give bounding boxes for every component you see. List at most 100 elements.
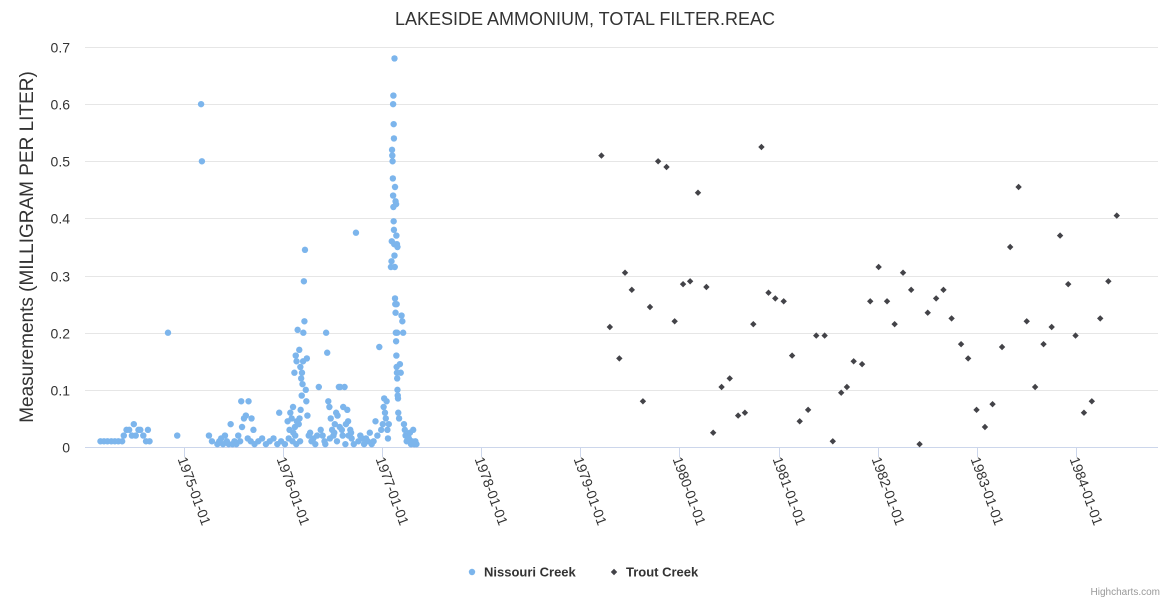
data-point[interactable] bbox=[198, 158, 206, 165]
data-point[interactable] bbox=[1072, 332, 1079, 339]
data-point[interactable] bbox=[146, 438, 153, 445]
data-point[interactable] bbox=[336, 423, 343, 431]
data-point[interactable] bbox=[734, 412, 742, 419]
data-point[interactable] bbox=[399, 318, 406, 325]
data-point[interactable] bbox=[804, 406, 812, 414]
data-point[interactable] bbox=[780, 298, 787, 305]
data-point[interactable] bbox=[300, 329, 307, 336]
data-point[interactable] bbox=[281, 440, 289, 448]
data-point[interactable] bbox=[1015, 183, 1022, 191]
data-point[interactable] bbox=[140, 432, 147, 439]
data-point[interactable] bbox=[326, 403, 333, 411]
data-point[interactable] bbox=[394, 386, 401, 394]
data-point[interactable] bbox=[298, 392, 305, 399]
data-point[interactable] bbox=[144, 426, 152, 434]
data-point[interactable] bbox=[221, 432, 229, 439]
data-point[interactable] bbox=[401, 426, 408, 434]
data-point[interactable] bbox=[205, 432, 213, 439]
data-point[interactable] bbox=[741, 409, 749, 416]
data-point[interactable] bbox=[385, 420, 392, 428]
data-point[interactable] bbox=[1113, 212, 1120, 219]
data-point[interactable] bbox=[726, 375, 733, 382]
data-point[interactable] bbox=[302, 386, 309, 394]
data-point[interactable] bbox=[289, 403, 297, 411]
data-point[interactable] bbox=[299, 358, 307, 365]
data-point[interactable] bbox=[1040, 340, 1047, 348]
data-point[interactable] bbox=[331, 420, 339, 428]
data-point[interactable] bbox=[850, 358, 857, 365]
data-point[interactable] bbox=[621, 269, 629, 276]
data-point[interactable] bbox=[639, 398, 647, 405]
data-point[interactable] bbox=[250, 426, 257, 434]
data-point[interactable] bbox=[322, 329, 330, 336]
data-point[interactable] bbox=[384, 426, 391, 434]
data-point[interactable] bbox=[130, 420, 138, 428]
data-point[interactable] bbox=[296, 438, 304, 445]
data-point[interactable] bbox=[339, 432, 346, 439]
data-point[interactable] bbox=[709, 429, 717, 436]
data-point[interactable] bbox=[242, 412, 250, 419]
data-point[interactable] bbox=[703, 283, 710, 291]
data-point[interactable] bbox=[297, 363, 304, 371]
data-point[interactable] bbox=[132, 432, 139, 439]
data-point[interactable] bbox=[317, 426, 324, 434]
data-point[interactable] bbox=[395, 409, 402, 416]
data-point[interactable] bbox=[291, 423, 299, 431]
data-point[interactable] bbox=[235, 432, 242, 439]
data-point[interactable] bbox=[399, 329, 407, 336]
data-point[interactable] bbox=[384, 435, 392, 442]
data-point[interactable] bbox=[788, 352, 796, 359]
data-point[interactable] bbox=[326, 435, 334, 442]
data-point[interactable] bbox=[598, 152, 605, 159]
data-point[interactable] bbox=[312, 440, 319, 448]
data-point[interactable] bbox=[197, 100, 205, 108]
data-point[interactable] bbox=[758, 143, 765, 151]
data-point[interactable] bbox=[1080, 409, 1088, 416]
data-point[interactable] bbox=[350, 440, 357, 448]
legend-item-trout-creek[interactable]: Trout Creek bbox=[610, 565, 699, 580]
data-point[interactable] bbox=[341, 383, 348, 391]
data-point[interactable] bbox=[377, 426, 385, 434]
data-point[interactable] bbox=[352, 229, 360, 236]
data-point[interactable] bbox=[694, 189, 702, 196]
data-point[interactable] bbox=[381, 409, 389, 416]
data-point[interactable] bbox=[303, 398, 310, 405]
data-point[interactable] bbox=[120, 432, 127, 439]
data-point[interactable] bbox=[298, 369, 306, 376]
data-point[interactable] bbox=[837, 389, 845, 396]
data-point[interactable] bbox=[390, 92, 397, 99]
data-point[interactable] bbox=[398, 312, 405, 319]
data-point[interactable] bbox=[813, 332, 820, 339]
data-point[interactable] bbox=[392, 338, 400, 345]
data-point[interactable] bbox=[294, 326, 301, 334]
data-point[interactable] bbox=[270, 435, 277, 442]
data-point[interactable] bbox=[370, 438, 377, 445]
data-point[interactable] bbox=[333, 438, 341, 445]
data-point[interactable] bbox=[718, 383, 725, 391]
data-point[interactable] bbox=[137, 426, 144, 434]
data-point[interactable] bbox=[973, 406, 980, 414]
data-point[interactable] bbox=[981, 423, 989, 431]
data-point[interactable] bbox=[821, 332, 828, 339]
data-point[interactable] bbox=[296, 415, 303, 422]
data-point[interactable] bbox=[957, 340, 965, 348]
data-point[interactable] bbox=[628, 286, 636, 294]
data-point[interactable] bbox=[287, 409, 294, 416]
data-point[interactable] bbox=[391, 295, 399, 302]
data-point[interactable] bbox=[989, 400, 996, 408]
data-point[interactable] bbox=[654, 158, 662, 165]
data-point[interactable] bbox=[248, 415, 255, 422]
data-point[interactable] bbox=[383, 398, 390, 405]
data-point[interactable] bbox=[899, 269, 907, 276]
data-point[interactable] bbox=[376, 343, 383, 351]
data-point[interactable] bbox=[390, 226, 398, 234]
data-point[interactable] bbox=[772, 295, 779, 302]
data-point[interactable] bbox=[400, 420, 408, 428]
data-point[interactable] bbox=[750, 320, 757, 328]
data-point[interactable] bbox=[208, 438, 216, 445]
data-point[interactable] bbox=[796, 418, 803, 425]
data-point[interactable] bbox=[1048, 323, 1055, 331]
data-point[interactable] bbox=[413, 440, 420, 448]
data-point[interactable] bbox=[829, 438, 836, 445]
data-point[interactable] bbox=[1088, 398, 1096, 405]
